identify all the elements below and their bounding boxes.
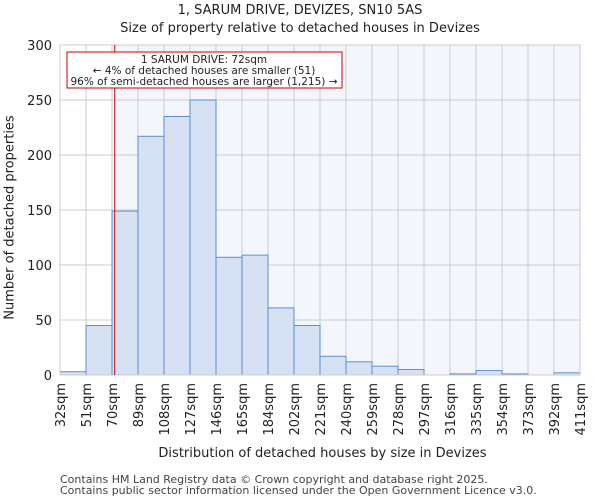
annotation-box: [66, 51, 343, 89]
bar: [475, 370, 503, 376]
x-tick-label: 70sqm: [106, 383, 121, 427]
y-tick-label: 250: [27, 94, 52, 109]
x-tick-label: 165sqm: [236, 383, 251, 436]
bar: [397, 369, 425, 376]
x-tick-label: 240sqm: [340, 383, 355, 436]
bar: [163, 116, 191, 376]
x-tick-label: 89sqm: [132, 383, 147, 427]
chart-title: 1, SARUM DRIVE, DEVIZES, SN10 5AS: [177, 3, 423, 18]
y-tick-label: 100: [27, 259, 52, 274]
y-tick-label: 300: [27, 39, 52, 54]
x-tick-label: 316sqm: [444, 383, 459, 436]
x-tick-label: 108sqm: [158, 383, 173, 436]
x-tick-label: 335sqm: [470, 383, 485, 436]
bar: [215, 256, 243, 376]
x-tick-label: 354sqm: [496, 383, 511, 436]
bar: [241, 254, 269, 376]
x-tick-label: 297sqm: [418, 383, 433, 436]
bar: [293, 325, 321, 376]
bar: [319, 355, 347, 376]
x-tick-label: 221sqm: [314, 383, 329, 436]
x-tick-label: 51sqm: [80, 383, 95, 427]
x-tick-label: 184sqm: [262, 383, 277, 436]
x-tick-label: 278sqm: [392, 383, 407, 436]
x-tick-label: 373sqm: [522, 383, 537, 436]
x-tick-label: 32sqm: [54, 383, 69, 427]
bar: [371, 365, 399, 376]
footer-line-1: Contains HM Land Registry data © Crown c…: [60, 473, 488, 486]
annotation-line: 96% of semi-detached houses are larger (…: [70, 76, 337, 88]
y-tick-label: 150: [27, 204, 52, 219]
footer-line-2: Contains public sector information licen…: [60, 484, 537, 497]
bar: [85, 325, 113, 376]
y-axis-label: Number of detached properties: [2, 115, 18, 320]
bar: [345, 361, 373, 376]
x-tick-label: 411sqm: [574, 383, 589, 436]
annotation-line: 1 SARUM DRIVE: 72sqm: [141, 54, 267, 66]
x-axis-label: Distribution of detached houses by size …: [158, 446, 487, 461]
annotation-line: ← 4% of detached houses are smaller (51): [93, 65, 316, 77]
y-tick-label: 0: [44, 369, 52, 384]
bar: [267, 307, 295, 376]
bar: [137, 135, 165, 376]
x-tick-label: 146sqm: [210, 383, 225, 436]
x-tick-label: 392sqm: [548, 383, 563, 436]
chart-subtitle: Size of property relative to detached ho…: [120, 21, 480, 36]
bar: [111, 210, 139, 376]
bar: [189, 99, 217, 376]
x-tick-label: 127sqm: [184, 383, 199, 436]
plot-border: [59, 44, 581, 376]
x-tick-label: 259sqm: [366, 383, 381, 436]
y-tick-label: 50: [35, 314, 52, 329]
x-tick-label: 202sqm: [288, 383, 303, 436]
y-tick-label: 200: [27, 149, 52, 164]
